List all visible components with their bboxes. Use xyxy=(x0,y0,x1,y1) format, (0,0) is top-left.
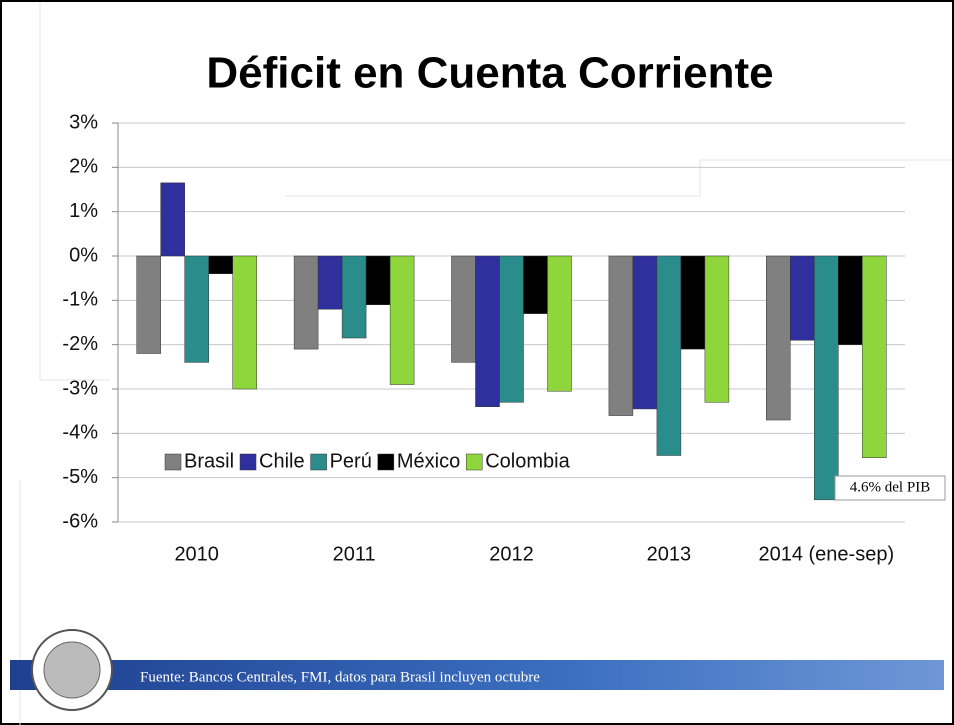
bar xyxy=(208,255,233,274)
x-tick-label: 2014 (ene-sep) xyxy=(758,543,894,565)
y-tick-label: -5% xyxy=(62,466,98,488)
bar xyxy=(160,182,185,257)
bar xyxy=(365,255,391,306)
legend-swatch xyxy=(310,453,327,471)
y-tick-label: -2% xyxy=(62,333,98,355)
bar xyxy=(547,255,572,392)
bar xyxy=(680,255,706,350)
y-tick-label: -4% xyxy=(62,422,98,444)
y-tick-label: -1% xyxy=(62,289,98,311)
chart-title: Déficit en Cuenta Corriente xyxy=(206,49,773,98)
legend-swatch xyxy=(465,453,483,471)
legend-label: Colombia xyxy=(485,450,570,472)
bar xyxy=(232,255,257,390)
legend-label: Chile xyxy=(259,450,305,472)
bar xyxy=(184,255,209,363)
bar xyxy=(790,255,815,341)
x-tick-label: 2012 xyxy=(489,543,534,565)
y-tick-label: -6% xyxy=(62,510,98,532)
bar xyxy=(499,255,524,403)
x-tick-label: 2013 xyxy=(647,543,692,565)
bar xyxy=(341,255,367,339)
y-tick-label: 1% xyxy=(69,200,98,222)
annotation-box xyxy=(834,475,946,501)
bar xyxy=(838,255,863,345)
seal xyxy=(31,629,113,711)
bar xyxy=(704,255,730,403)
legend-label: Perú xyxy=(330,450,372,472)
footer-band xyxy=(10,660,944,690)
x-tick-label: 2010 xyxy=(174,543,219,565)
bar xyxy=(136,255,161,354)
legend-label: Brasil xyxy=(184,450,234,472)
y-tick-label: 0% xyxy=(69,244,98,266)
plot: 3% 2% 1% 0% -1% -2% -3% -4% -5% -6% 2010 2011 2012 20… xyxy=(62,111,946,565)
y-tick-label: -3% xyxy=(62,377,98,399)
bar xyxy=(766,255,791,421)
annotation: 4.6% del PIB xyxy=(850,479,930,495)
source-note: Fuente: Bancos Centrales, FMI, datos par… xyxy=(140,669,540,685)
bar xyxy=(389,255,415,385)
bar xyxy=(451,255,476,363)
bar xyxy=(293,255,319,350)
y-tick-label: 3% xyxy=(69,111,98,133)
legend-swatch xyxy=(239,453,257,471)
legend-label: México xyxy=(397,450,460,472)
bar xyxy=(814,255,839,501)
x-tick-label: 2011 xyxy=(333,543,376,565)
bar xyxy=(862,255,887,458)
legend-swatch xyxy=(164,453,182,471)
bar xyxy=(632,255,658,410)
legend-swatch xyxy=(377,453,395,471)
bar xyxy=(656,255,682,456)
bar xyxy=(475,255,500,407)
y-tick-label: 2% xyxy=(69,156,98,178)
bar xyxy=(608,255,634,416)
bar xyxy=(523,255,548,314)
bar xyxy=(317,255,343,310)
